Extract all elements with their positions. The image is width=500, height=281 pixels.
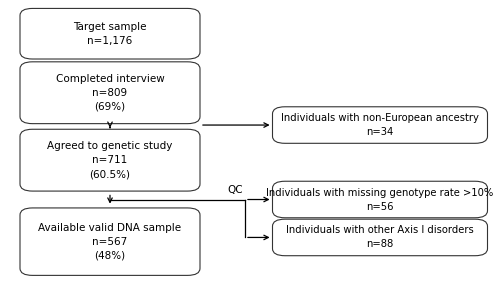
FancyBboxPatch shape — [20, 62, 200, 124]
FancyBboxPatch shape — [272, 181, 488, 218]
FancyBboxPatch shape — [272, 107, 488, 143]
Text: Agreed to genetic study
n=711
(60.5%): Agreed to genetic study n=711 (60.5%) — [48, 141, 172, 179]
Text: Individuals with other Axis I disorders
n=88: Individuals with other Axis I disorders … — [286, 225, 474, 250]
Text: Available valid DNA sample
n=567
(48%): Available valid DNA sample n=567 (48%) — [38, 223, 182, 261]
Text: Completed interview
n=809
(69%): Completed interview n=809 (69%) — [56, 74, 164, 112]
Text: Individuals with missing genotype rate >10%
n=56: Individuals with missing genotype rate >… — [266, 187, 494, 212]
FancyBboxPatch shape — [20, 208, 200, 275]
FancyBboxPatch shape — [272, 219, 488, 256]
Text: Individuals with non-European ancestry
n=34: Individuals with non-European ancestry n… — [281, 113, 479, 137]
Text: QC: QC — [227, 185, 242, 195]
FancyBboxPatch shape — [20, 129, 200, 191]
FancyBboxPatch shape — [20, 8, 200, 59]
Text: Target sample
n=1,176: Target sample n=1,176 — [73, 22, 147, 46]
